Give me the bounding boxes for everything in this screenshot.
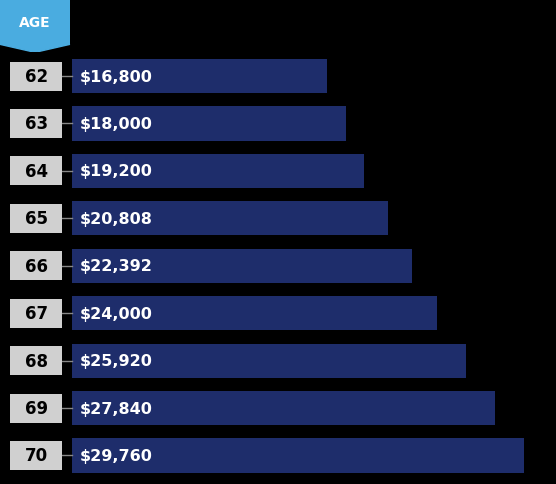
- Bar: [72, 107, 345, 141]
- FancyBboxPatch shape: [10, 157, 62, 186]
- FancyBboxPatch shape: [10, 393, 62, 423]
- FancyBboxPatch shape: [10, 62, 62, 91]
- Text: 65: 65: [24, 210, 48, 228]
- Text: $29,760: $29,760: [80, 448, 153, 463]
- Bar: [72, 344, 466, 378]
- Bar: [72, 154, 364, 189]
- Text: 70: 70: [24, 447, 48, 465]
- Text: $24,000: $24,000: [80, 306, 153, 321]
- FancyBboxPatch shape: [10, 441, 62, 470]
- Text: 67: 67: [24, 304, 48, 322]
- FancyBboxPatch shape: [10, 252, 62, 281]
- Text: $16,800: $16,800: [80, 69, 153, 84]
- Text: $18,000: $18,000: [80, 117, 153, 132]
- Bar: [72, 60, 327, 94]
- Text: $22,392: $22,392: [80, 259, 153, 273]
- Bar: [72, 202, 388, 236]
- Polygon shape: [0, 45, 70, 53]
- Text: 66: 66: [24, 257, 48, 275]
- Text: 68: 68: [24, 352, 48, 370]
- Bar: [72, 297, 436, 331]
- FancyBboxPatch shape: [0, 0, 70, 45]
- Bar: [72, 439, 524, 472]
- Text: $27,840: $27,840: [80, 401, 153, 416]
- Text: AGE: AGE: [19, 16, 51, 30]
- Bar: [72, 391, 495, 425]
- Bar: [72, 249, 412, 283]
- FancyBboxPatch shape: [10, 110, 62, 139]
- Text: 63: 63: [24, 115, 48, 133]
- FancyBboxPatch shape: [10, 204, 62, 233]
- Text: $20,808: $20,808: [80, 212, 153, 227]
- Text: 64: 64: [24, 163, 48, 181]
- Text: 62: 62: [24, 68, 48, 86]
- FancyBboxPatch shape: [10, 299, 62, 328]
- FancyBboxPatch shape: [10, 347, 62, 375]
- Text: $25,920: $25,920: [80, 353, 153, 368]
- Text: 69: 69: [24, 399, 48, 417]
- Text: $19,200: $19,200: [80, 164, 153, 179]
